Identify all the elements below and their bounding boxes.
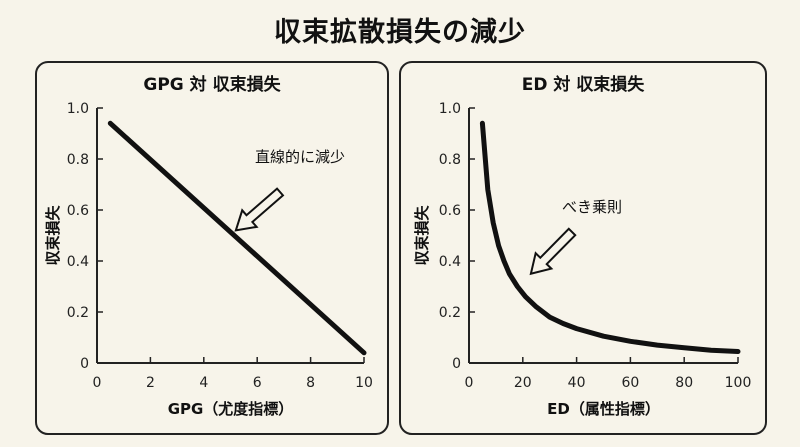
y-tick-label: 1.0 [67, 101, 89, 117]
x-tick-label: 2 [146, 375, 155, 391]
x-tick-label: 40 [568, 375, 586, 391]
x-tick-label: 20 [514, 375, 532, 391]
y-tick-label: 0 [80, 356, 89, 372]
annotation-arrow [529, 227, 577, 276]
y-axis-label: 収束損失 [413, 205, 431, 266]
series-line [479, 120, 741, 354]
y-tick-label: 0.8 [67, 152, 89, 168]
y-tick-label: 0.8 [439, 152, 461, 168]
y-tick-label: 0.4 [67, 254, 89, 270]
x-tick-label: 0 [465, 375, 474, 391]
y-tick-label: 0.6 [67, 203, 89, 219]
x-axis-label: ED（属性指標） [547, 400, 660, 418]
annotation-label: 直線的に減少 [255, 148, 345, 166]
x-axis-label: GPG（尤度指標） [168, 400, 294, 418]
y-tick-label: 0.6 [439, 203, 461, 219]
y-tick-label: 0.2 [439, 305, 461, 321]
annotation-label: べき乗則 [562, 198, 622, 216]
y-tick-label: 0.2 [67, 305, 89, 321]
y-axis-label: 収束損失 [44, 205, 62, 266]
chart-title: GPG 対 収束損失 [143, 74, 281, 95]
panel-frame [399, 61, 767, 435]
x-tick-label: 100 [725, 375, 752, 391]
x-tick-label: 80 [675, 375, 693, 391]
panel-frame [35, 61, 389, 435]
x-tick-label: 6 [253, 375, 262, 391]
x-tick-label: 60 [621, 375, 639, 391]
y-tick-label: 1.0 [439, 101, 461, 117]
annotation-arrow [234, 187, 285, 232]
main-title: 収束拡散損失の減少 [274, 17, 526, 48]
x-tick-label: 4 [199, 375, 208, 391]
x-tick-label: 0 [93, 375, 102, 391]
x-tick-label: 10 [355, 375, 373, 391]
x-tick-label: 8 [306, 375, 315, 391]
y-tick-label: 0.4 [439, 254, 461, 270]
y-tick-label: 0 [452, 356, 461, 372]
chart-title: ED 対 収束損失 [522, 74, 646, 95]
series-line [107, 120, 367, 356]
